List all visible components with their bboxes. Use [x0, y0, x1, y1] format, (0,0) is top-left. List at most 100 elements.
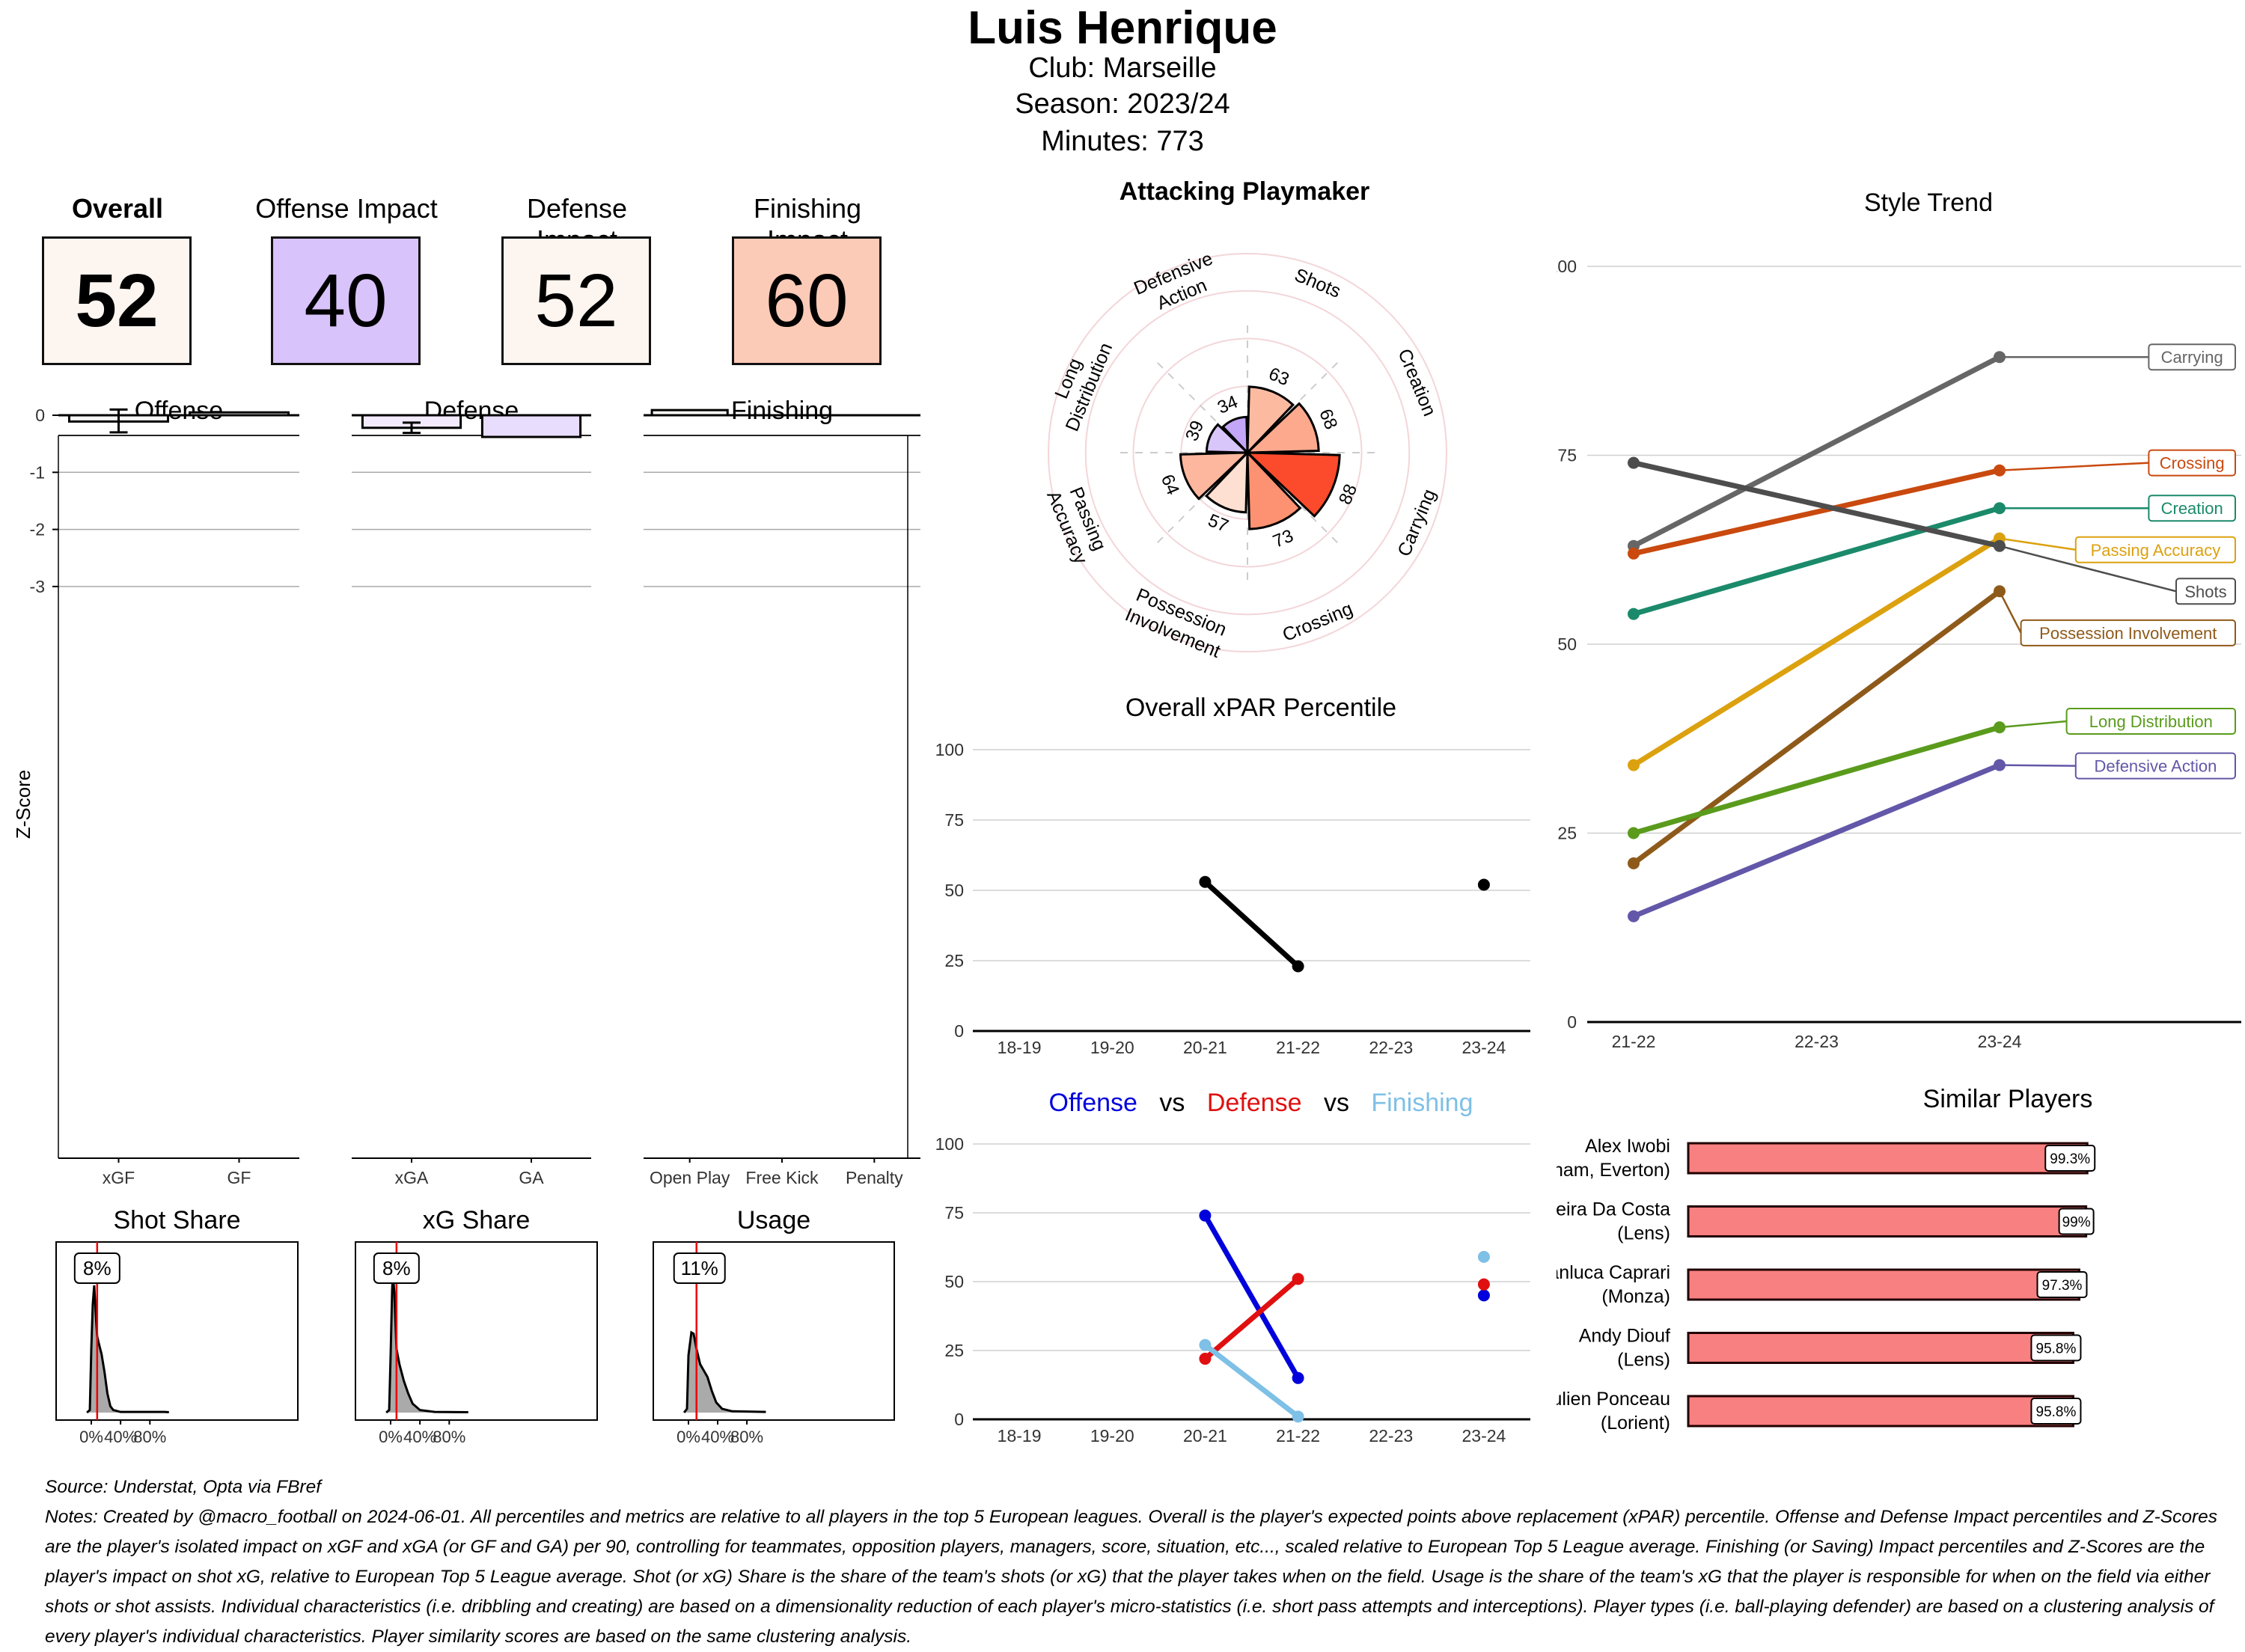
similarity-label-box [2044, 1145, 2096, 1172]
y-tick-label: 100 [935, 1134, 964, 1154]
radar-wedge [1179, 451, 1250, 501]
player-value-label-box [673, 1252, 726, 1284]
series-line [1202, 1276, 1301, 1362]
similar-player-name: Julien Ponceau [1557, 1389, 1670, 1410]
data-point [1628, 910, 1640, 923]
similarity-bar [1687, 1268, 2081, 1301]
offense-impact-value: 40 [304, 258, 388, 343]
season-line: Season: 2023/24 [1015, 88, 1230, 120]
series-label-box [2148, 449, 2237, 477]
zscore-panel-title: Finishing [731, 397, 833, 425]
x-tick-label: 22-23 [1369, 1038, 1413, 1057]
data-point [1477, 878, 1490, 891]
zscore-bar [480, 414, 582, 438]
series-label-box [2020, 619, 2236, 646]
player-value-label: 8% [382, 1257, 411, 1279]
x-tick-label: 40% [403, 1428, 436, 1446]
overall-card: 52 [42, 236, 192, 365]
x-tick-label: xGF [103, 1168, 135, 1187]
x-tick-label: 19-20 [1090, 1426, 1134, 1446]
x-tick-label: 40% [104, 1428, 137, 1446]
player-value-label-box [73, 1252, 120, 1284]
similarity-value: 95.8% [2036, 1342, 2077, 1357]
club-line: Club: Marseille [1028, 52, 1217, 84]
defense-impact-card: 52 [501, 236, 651, 365]
x-tick-label: 18-19 [998, 1426, 1042, 1446]
radar-value-label: 64 [1157, 471, 1183, 498]
style-trend-chart: Style Trend [1864, 189, 1993, 217]
distribution-frame [653, 1241, 895, 1421]
similar-players-chart: Similar Players 99.3% Alex Iwobi (Fulham, … [1557, 1085, 2096, 1434]
y-tick-label: 50 [1557, 634, 1577, 654]
series-label: Carrying [2161, 348, 2223, 367]
radar-wedge [1246, 450, 1302, 530]
ovdf-title-defense: Defense [1207, 1089, 1302, 1117]
density-area [386, 1273, 468, 1413]
series-line [1631, 460, 2003, 549]
radar-category-word: Shots [1292, 264, 1344, 302]
density-line [385, 1272, 468, 1414]
data-point [1477, 1289, 1490, 1302]
x-tick-label: 22-23 [1369, 1426, 1413, 1446]
x-tick-label: 18-19 [998, 1038, 1042, 1057]
y-tick-label: 100 [935, 740, 964, 759]
zscore-bar [650, 409, 729, 417]
series-line [1631, 354, 2003, 549]
similarity-bar [1687, 1142, 2089, 1175]
card-title-overall: Overall [71, 193, 164, 224]
x-tick-label: 22-23 [1795, 1032, 1839, 1051]
distribution-frame [355, 1241, 598, 1421]
series-line [1202, 1342, 1301, 1419]
overall-value: 52 [75, 258, 159, 343]
similar-player-club: (Lorient) [1601, 1413, 1670, 1434]
player-name: Luis Henrique [968, 2, 1277, 54]
source-text: Source: Understat, Opta via FBref [45, 1477, 322, 1497]
x-tick-label: 23-24 [1462, 1038, 1506, 1057]
data-point [1628, 857, 1640, 869]
label-leader [1999, 537, 2076, 551]
data-point [1199, 1209, 1212, 1222]
similar-player-club: (Lens) [1617, 1350, 1670, 1371]
data-point [1628, 547, 1640, 560]
x-tick-label: 20-21 [1183, 1038, 1227, 1057]
similar-player-club: (Monza) [1601, 1286, 1670, 1307]
finishing-impact-value: 60 [765, 258, 849, 343]
similar-players-title: Similar Players [1923, 1085, 2093, 1113]
distribution-frame [55, 1241, 299, 1421]
similarity-value: 95.8% [2036, 1404, 2077, 1420]
series-label-box [2074, 752, 2236, 780]
x-tick-label: Penalty [846, 1168, 903, 1187]
similar-player-name: David Pereira Da Costa [1557, 1199, 1670, 1220]
radar-wedge [1205, 423, 1250, 454]
y-tick-label: 25 [944, 951, 964, 970]
series-label-box [2148, 495, 2237, 522]
similarity-value: 97.3% [2042, 1278, 2083, 1294]
zscore-ylabel: Z-Score [12, 770, 34, 839]
ovdf-chart: Offense vs Defense vs Finishing 0 25 50 75 1… [935, 1089, 1530, 1446]
y-tick-label: 50 [944, 881, 964, 900]
x-tick-label: GF [227, 1168, 251, 1187]
radar-category-label: DefensiveAction [1131, 248, 1224, 320]
x-tick-label: 80% [133, 1428, 166, 1446]
label-leader [1999, 462, 2149, 471]
similarity-bar [1687, 1332, 2074, 1364]
radar-category-label: PossessionInvolvement [1122, 584, 1232, 662]
data-point [1628, 759, 1640, 771]
x-tick-label: 20-21 [1183, 1426, 1227, 1446]
x-tick-label: xGA [395, 1168, 429, 1187]
radar-value-label: 68 [1315, 406, 1341, 432]
distribution-title: Usage [737, 1206, 810, 1235]
radar-value-label: 57 [1205, 510, 1231, 536]
series-line [1202, 879, 1301, 970]
defense-impact-value: 52 [534, 258, 618, 343]
y-tick-label: 0 [1567, 1012, 1577, 1032]
zscore-bar [188, 411, 290, 417]
x-tick-label: Free Kick [745, 1168, 819, 1187]
card-title-offense: Offense Impact [255, 193, 438, 224]
radar-value-label: 63 [1265, 364, 1292, 390]
data-point [1199, 875, 1212, 888]
player-value-label: 8% [83, 1257, 112, 1279]
series-line [1631, 724, 2003, 836]
series-label-box [2074, 536, 2236, 563]
